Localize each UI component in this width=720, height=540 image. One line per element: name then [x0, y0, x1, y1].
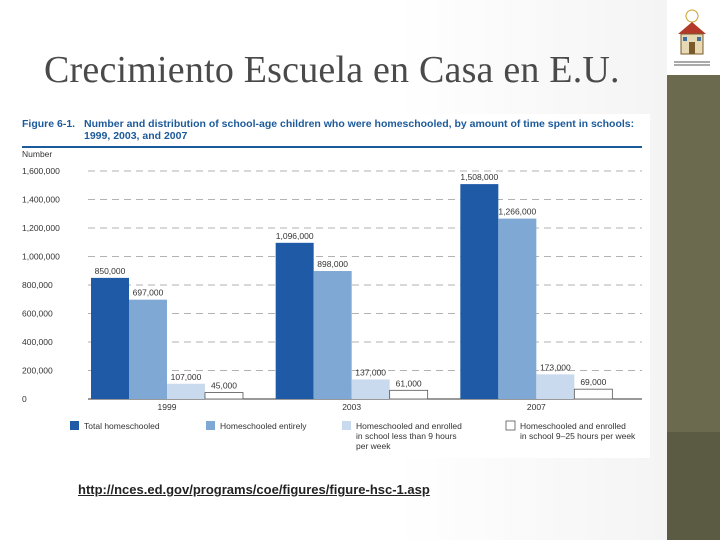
house-logo-icon	[674, 9, 710, 66]
legend-swatch	[70, 421, 79, 430]
x-tick-label: 1999	[158, 402, 177, 412]
data-label: 173,000	[540, 362, 571, 372]
bar	[204, 392, 244, 400]
source-link[interactable]: http://nces.ed.gov/programs/coe/figures/…	[78, 482, 430, 497]
data-label: 898,000	[317, 259, 348, 269]
data-label: 1,266,000	[498, 207, 536, 217]
legend-label: Total homeschooled	[84, 421, 160, 431]
y-axis-label: Number	[22, 149, 52, 159]
y-tick-label: 0	[22, 394, 27, 404]
legend-label: Homeschooled and enrolled in school 9–25 …	[520, 421, 636, 441]
y-tick-label: 1,400,000	[22, 195, 60, 205]
legend-swatch	[206, 421, 215, 430]
y-tick-label: 1,200,000	[22, 223, 60, 233]
y-tick-label: 600,000	[22, 309, 53, 319]
data-label: 137,000	[355, 367, 386, 377]
data-label: 1,096,000	[276, 231, 314, 241]
bar	[167, 383, 205, 399]
legend-swatch	[505, 420, 516, 431]
y-tick-label: 1,600,000	[22, 166, 60, 176]
chart-title: Number and distribution of school-age ch…	[84, 118, 635, 142]
legend-label: Homeschooled entirely	[220, 421, 307, 431]
chart-figure: Figure 6-1. Number and distribution of s…	[18, 114, 650, 458]
bar	[313, 271, 352, 399]
bar	[573, 388, 613, 400]
y-tick-label: 400,000	[22, 337, 53, 347]
figure-label: Figure 6-1.	[22, 118, 76, 130]
bar-chart: Number 0 200,000 400,000 600,000 800,000 1,000…	[22, 149, 642, 451]
bar	[275, 242, 314, 399]
data-label: 1,508,000	[460, 172, 498, 182]
bar	[389, 389, 429, 400]
y-tick-label: 200,000	[22, 366, 53, 376]
data-label: 69,000	[580, 377, 606, 387]
legend-swatch	[342, 421, 351, 430]
x-tick-label: 2003	[342, 402, 361, 412]
right-accent-bottom	[667, 432, 720, 540]
right-accent-bar	[667, 75, 720, 432]
data-label: 61,000	[396, 378, 422, 388]
data-label: 850,000	[95, 266, 126, 276]
bar	[129, 299, 167, 399]
bar	[91, 277, 129, 399]
data-label: 45,000	[211, 381, 237, 391]
y-tick-label: 800,000	[22, 280, 53, 290]
bar	[460, 184, 499, 399]
data-label: 107,000	[171, 372, 202, 382]
data-label: 697,000	[133, 288, 164, 298]
slide-title: Crecimiento Escuela en Casa en E.U.	[44, 49, 620, 91]
y-tick-label: 1,000,000	[22, 252, 60, 262]
bar	[498, 218, 537, 399]
legend-label: Homeschooled and enrolled in school less …	[356, 421, 462, 451]
bar	[536, 374, 575, 399]
bar	[351, 379, 390, 399]
x-tick-label: 2007	[527, 402, 546, 412]
figure-rule	[22, 146, 642, 148]
